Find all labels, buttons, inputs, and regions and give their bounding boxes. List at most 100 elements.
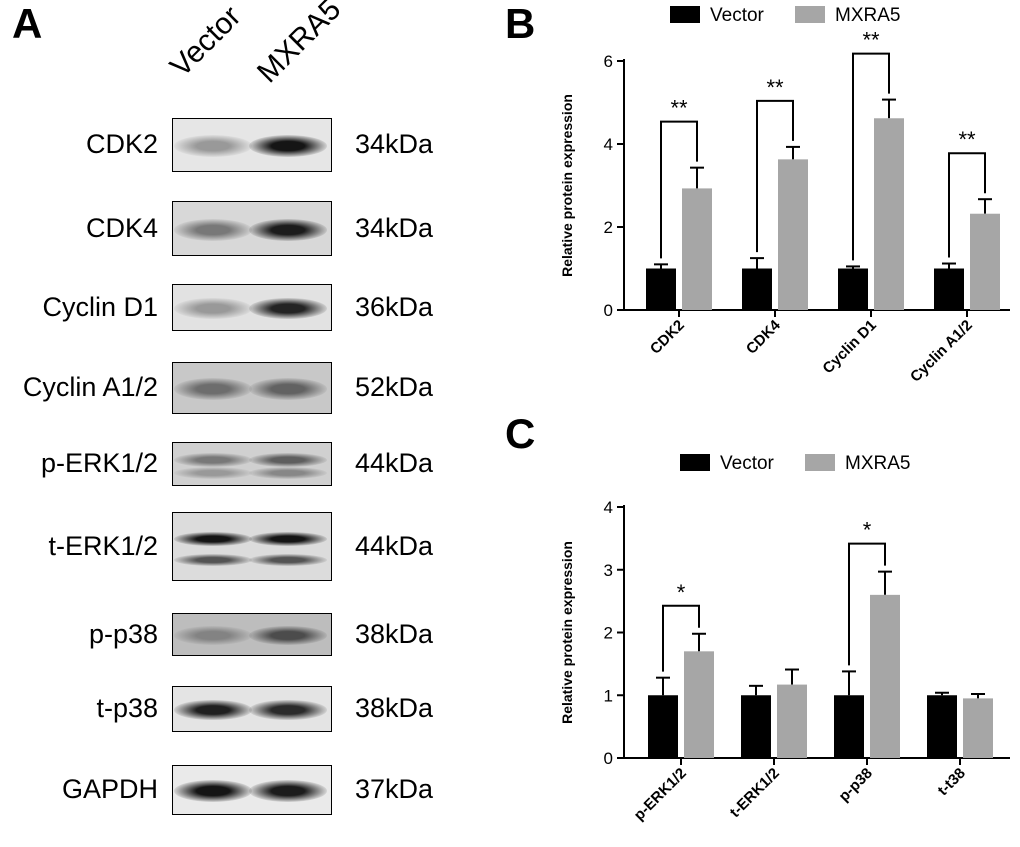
- x-tick-label: p-ERK1/2: [631, 765, 690, 824]
- x-tick-label: t-t38: [934, 765, 968, 799]
- y-tick-label: 2: [604, 624, 613, 643]
- blot-band: [174, 218, 252, 241]
- y-axis-label: Relative protein expression: [559, 94, 575, 277]
- blot-band: [174, 532, 252, 547]
- blot-image: [172, 362, 332, 414]
- blot-band: [249, 466, 327, 479]
- legend-swatch: [670, 6, 700, 23]
- bar: [778, 159, 808, 310]
- panel-letter-b: B: [505, 0, 536, 47]
- blot-image: [172, 686, 332, 732]
- blot-band: [249, 532, 327, 547]
- blot-band: [174, 780, 252, 802]
- blot-band: [174, 466, 252, 479]
- legend: Vector MXRA5: [670, 5, 900, 26]
- bar: [870, 594, 900, 758]
- lane-label-mxra5: MXRA5: [250, 0, 348, 90]
- bar: [682, 188, 712, 310]
- blot-band: [174, 378, 252, 400]
- protein-label: p-p38: [88, 618, 158, 649]
- y-tick-label: 0: [604, 749, 613, 768]
- blot-band: [174, 297, 252, 320]
- blot-band: [174, 135, 252, 157]
- kda-label: 38kDa: [355, 693, 434, 723]
- blot-band: [249, 699, 327, 721]
- bar: [834, 695, 864, 758]
- protein-label: GAPDH: [61, 774, 158, 804]
- legend-label: MXRA5: [835, 5, 900, 26]
- blot-band: [249, 452, 327, 467]
- bar: [874, 118, 904, 311]
- y-tick-label: 4: [604, 498, 613, 517]
- blot-image: [172, 284, 332, 331]
- significance-marker: **: [766, 75, 784, 100]
- x-tick-label: t-ERK1/2: [727, 765, 783, 821]
- blot-band: [174, 699, 252, 721]
- y-tick-label: 4: [604, 135, 613, 154]
- bar: [970, 213, 1000, 310]
- bar: [927, 695, 957, 758]
- kda-label: 34kDa: [355, 129, 434, 159]
- x-tick-label: Cyclin A1/2: [907, 317, 976, 386]
- y-axis-label: Relative protein expression: [559, 541, 575, 724]
- y-tick-label: 6: [604, 52, 613, 71]
- significance-bracket: [660, 120, 698, 259]
- bar: [777, 684, 807, 758]
- y-tick-label: 3: [604, 561, 613, 580]
- blot-image: [172, 201, 332, 256]
- blot-band: [249, 135, 327, 157]
- legend-label: MXRA5: [845, 453, 910, 474]
- significance-marker: *: [863, 518, 872, 543]
- significance-bracket: [662, 604, 700, 672]
- y-tick-label: 0: [604, 301, 613, 320]
- bar-chart-b: Vector MXRA5 Relative protein expression 0 2…: [559, 5, 1010, 386]
- significance-marker: **: [670, 96, 688, 121]
- blot-image: [172, 442, 332, 486]
- significance-marker: **: [862, 28, 880, 53]
- kda-label: 52kDa: [355, 372, 434, 402]
- bar: [684, 651, 714, 758]
- kda-label: 38kDa: [355, 618, 434, 649]
- blot-band: [249, 297, 327, 320]
- bar: [934, 268, 964, 310]
- blot-band: [174, 553, 252, 566]
- legend-swatch: [805, 454, 835, 471]
- protein-label: CDK4: [85, 212, 158, 243]
- blot-band: [249, 218, 327, 241]
- bar-chart-c: Vector MXRA5 Relative protein expression 0 1…: [559, 453, 1010, 824]
- y-tick-label: 2: [604, 218, 613, 237]
- bar: [646, 268, 676, 310]
- legend-label: Vector: [710, 5, 765, 26]
- protein-label: CDK2: [85, 129, 158, 159]
- kda-label: 44kDa: [355, 448, 434, 478]
- bar: [741, 695, 771, 758]
- legend-swatch: [795, 6, 825, 23]
- protein-label: Cyclin A1/2: [22, 372, 158, 402]
- x-tick-label: CDK2: [647, 317, 688, 358]
- blot-band: [249, 378, 327, 400]
- blot-image: [172, 118, 332, 172]
- bar: [838, 268, 868, 310]
- bar: [648, 695, 678, 758]
- significance-bracket: [848, 542, 886, 666]
- x-tick-label: p-p38: [836, 765, 876, 805]
- bar: [963, 698, 993, 758]
- protein-label: Cyclin D1: [42, 291, 158, 322]
- lane-label-vector: Vector: [163, 0, 248, 84]
- legend-label: Vector: [720, 453, 775, 474]
- blot-image: [172, 613, 332, 656]
- blot-band: [249, 780, 327, 802]
- x-tick-label: Cyclin D1: [819, 317, 879, 377]
- y-tick-label: 1: [604, 686, 613, 705]
- blot-band: [174, 625, 252, 646]
- significance-bracket: [948, 152, 986, 258]
- panel-letter-c: C: [505, 410, 536, 457]
- significance-marker: **: [958, 127, 976, 152]
- panel-letter-a: A: [12, 0, 43, 47]
- blot-band: [249, 553, 327, 566]
- kda-label: 34kDa: [355, 212, 434, 243]
- kda-label: 36kDa: [355, 291, 434, 322]
- blot-image: [172, 512, 332, 581]
- protein-label: t-ERK1/2: [48, 530, 158, 561]
- kda-label: 37kDa: [355, 774, 434, 804]
